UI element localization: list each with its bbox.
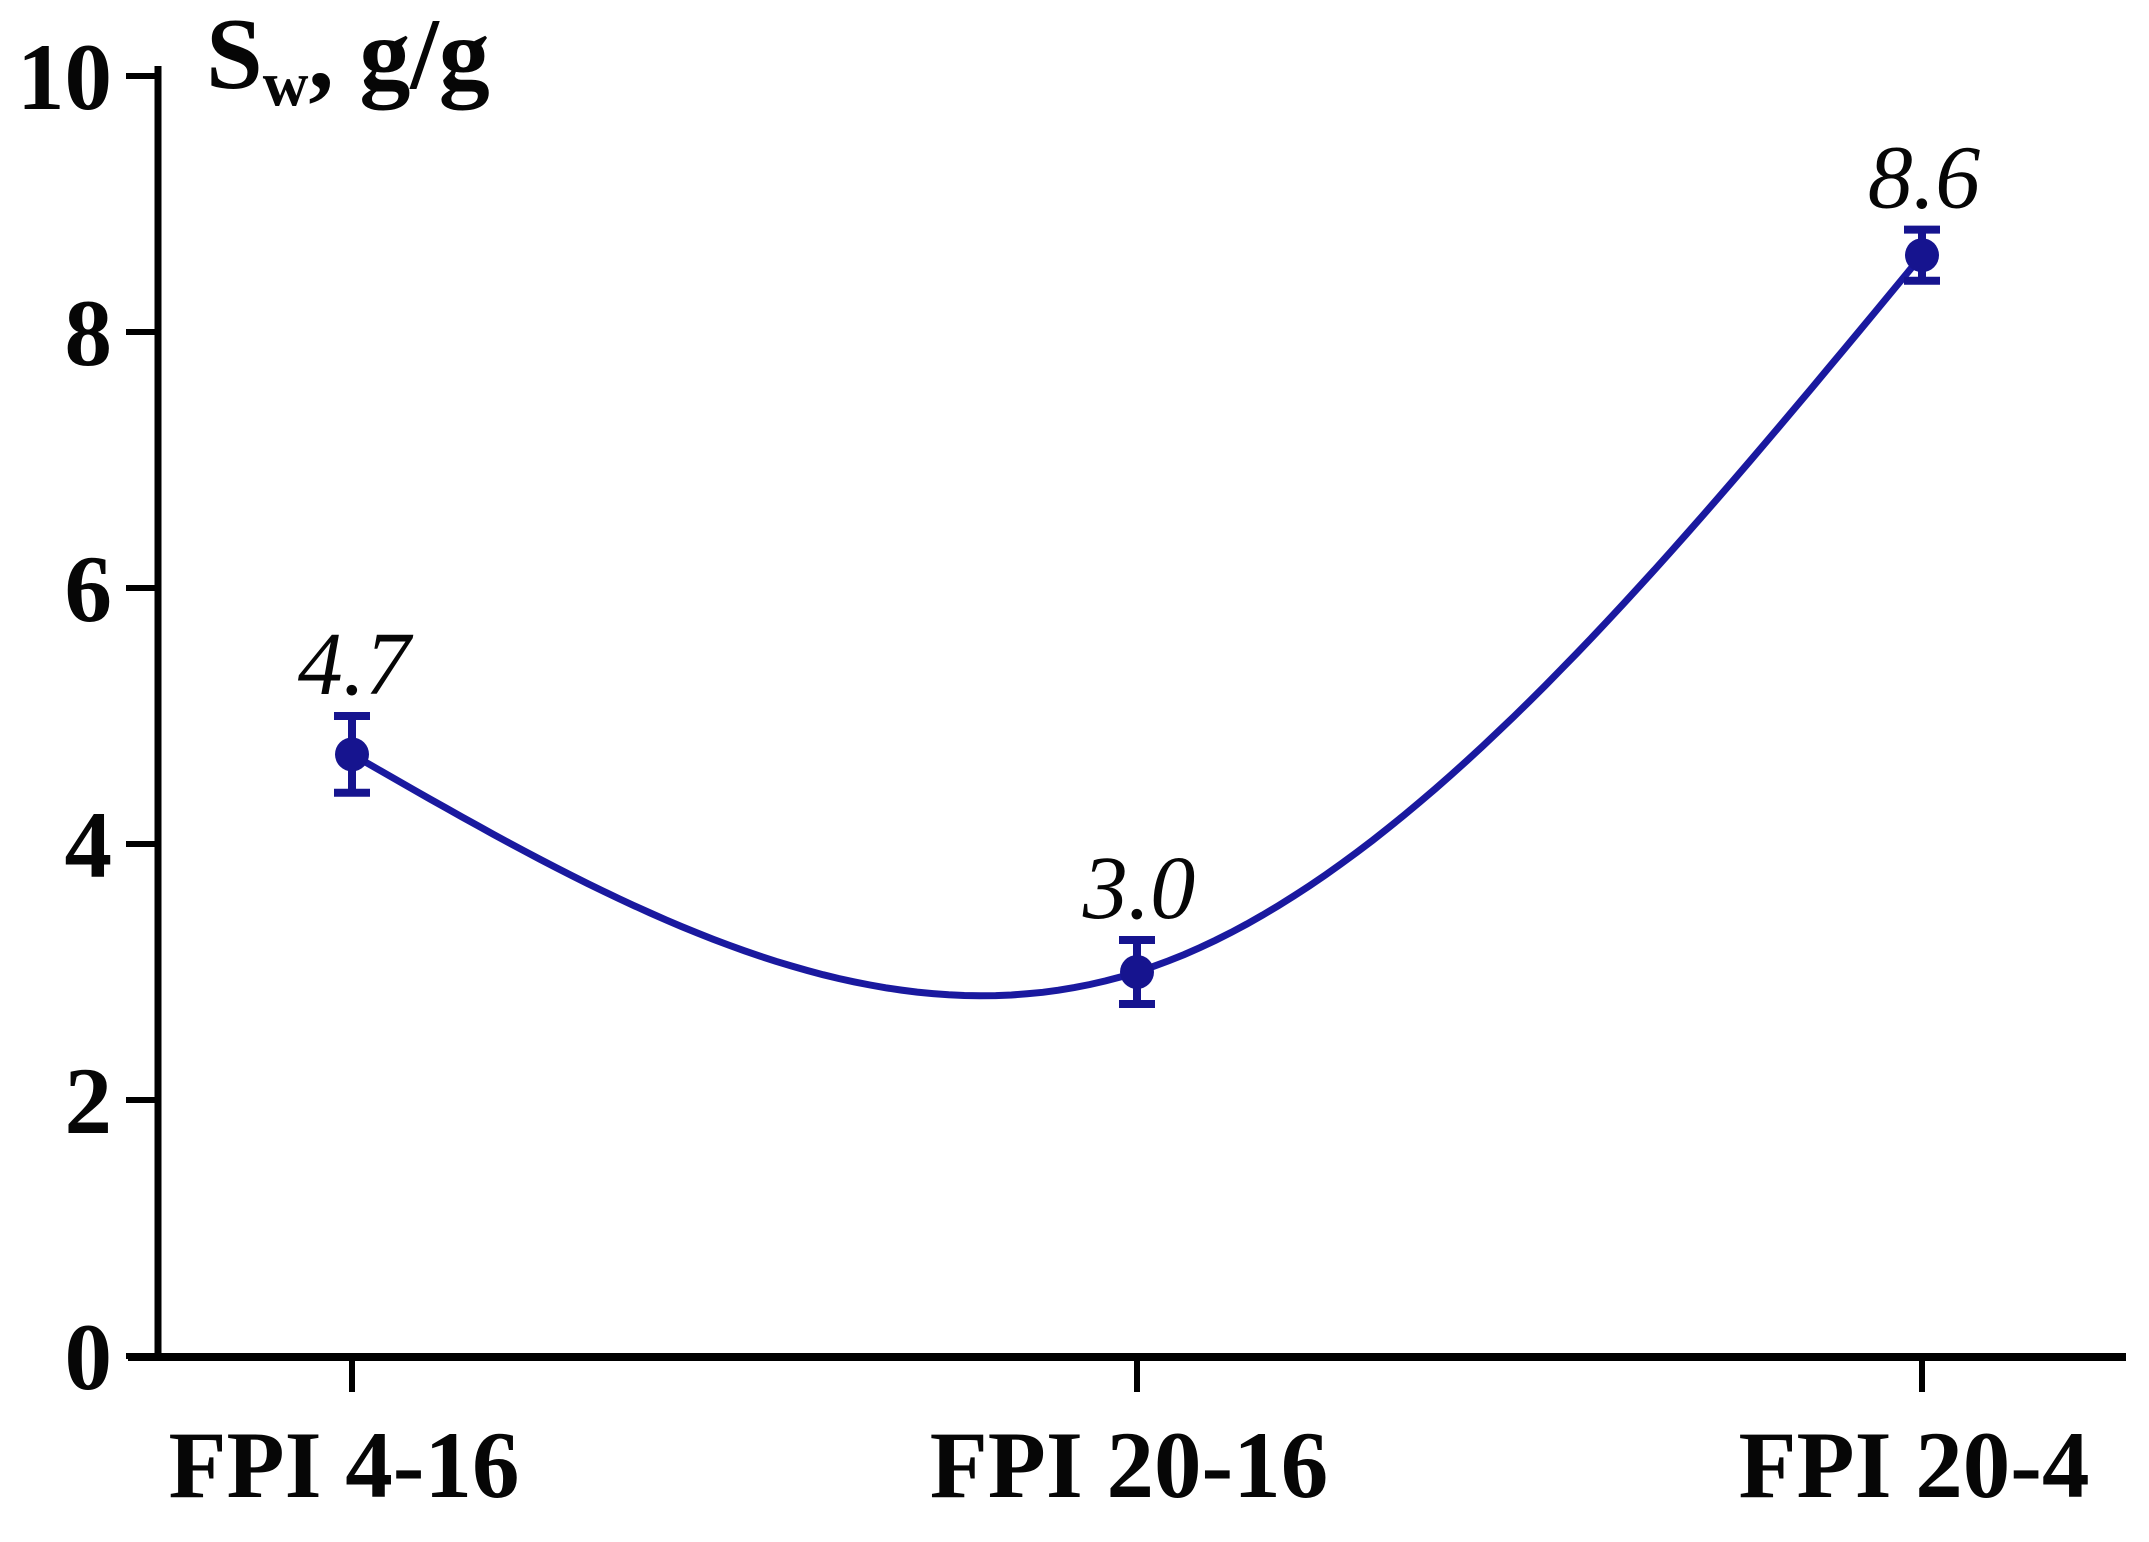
data-point-label: 4.7 — [298, 615, 415, 714]
data-point-marker — [335, 737, 369, 772]
y-tick-label: 4 — [65, 792, 113, 898]
x-category-label: FPI 4-16 — [169, 1412, 520, 1518]
x-category-label: FPI 20-16 — [930, 1412, 1328, 1518]
y-tick-label: 8 — [65, 280, 113, 386]
x-category-label: FPI 20-4 — [1739, 1412, 2090, 1518]
y-axis-title-units: , g/g — [308, 0, 490, 111]
data-point-label: 3.0 — [1082, 839, 1196, 938]
data-point-marker — [1905, 238, 1939, 273]
y-tick-label: 2 — [65, 1048, 113, 1154]
data-point-marker — [1120, 955, 1154, 989]
y-tick-label: 6 — [65, 536, 113, 642]
y-axis-title: Sw, g/g — [206, 4, 490, 117]
data-point-label: 8.6 — [1868, 129, 1981, 228]
y-axis-title-symbol: S — [206, 0, 263, 111]
y-tick-label: 0 — [65, 1304, 113, 1410]
y-tick-label: 10 — [17, 24, 112, 130]
y-axis-title-subscript: w — [262, 49, 309, 120]
